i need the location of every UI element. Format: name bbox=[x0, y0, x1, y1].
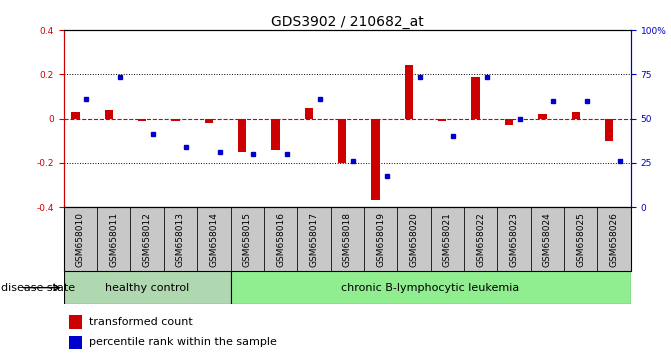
Bar bbox=[231, 271, 631, 304]
Text: GSM658026: GSM658026 bbox=[609, 212, 619, 267]
Bar bbox=[264, 207, 297, 271]
Bar bbox=[69, 315, 82, 329]
Text: GSM658011: GSM658011 bbox=[109, 212, 118, 267]
Bar bbox=[572, 112, 580, 119]
Text: GSM658017: GSM658017 bbox=[309, 212, 319, 267]
Bar bbox=[405, 65, 413, 119]
Bar bbox=[130, 207, 164, 271]
Text: GSM658013: GSM658013 bbox=[176, 212, 185, 267]
Bar bbox=[271, 119, 280, 149]
Bar bbox=[64, 207, 97, 271]
Text: GSM658012: GSM658012 bbox=[143, 212, 152, 267]
Bar bbox=[171, 119, 180, 121]
Bar bbox=[97, 207, 130, 271]
Bar bbox=[464, 207, 497, 271]
Bar bbox=[531, 207, 564, 271]
Bar bbox=[505, 119, 513, 125]
Text: GSM658024: GSM658024 bbox=[543, 212, 552, 267]
Bar bbox=[138, 119, 146, 121]
Bar bbox=[397, 207, 431, 271]
Bar bbox=[538, 114, 546, 119]
Bar bbox=[364, 207, 397, 271]
Bar bbox=[438, 119, 446, 121]
Bar bbox=[338, 119, 346, 163]
Bar bbox=[597, 207, 631, 271]
Bar bbox=[297, 207, 331, 271]
Text: GSM658016: GSM658016 bbox=[276, 212, 285, 267]
Bar bbox=[64, 271, 231, 304]
Text: GSM658022: GSM658022 bbox=[476, 212, 485, 267]
Title: GDS3902 / 210682_at: GDS3902 / 210682_at bbox=[271, 15, 423, 29]
Bar bbox=[238, 119, 246, 152]
Bar bbox=[105, 110, 113, 119]
Bar bbox=[69, 336, 82, 349]
Text: GSM658014: GSM658014 bbox=[209, 212, 218, 267]
Text: GSM658020: GSM658020 bbox=[409, 212, 419, 267]
Text: GSM658018: GSM658018 bbox=[343, 212, 352, 267]
Text: GSM658019: GSM658019 bbox=[376, 212, 385, 267]
Text: GSM658010: GSM658010 bbox=[76, 212, 85, 267]
Bar bbox=[331, 207, 364, 271]
Text: chronic B-lymphocytic leukemia: chronic B-lymphocytic leukemia bbox=[342, 282, 520, 293]
Bar bbox=[231, 207, 264, 271]
Bar bbox=[71, 112, 80, 119]
Bar bbox=[431, 207, 464, 271]
Bar bbox=[564, 207, 597, 271]
Bar bbox=[497, 207, 531, 271]
Bar bbox=[372, 119, 380, 200]
Text: percentile rank within the sample: percentile rank within the sample bbox=[89, 337, 277, 348]
Bar bbox=[205, 119, 213, 123]
Text: disease state: disease state bbox=[1, 283, 74, 293]
Text: GSM658015: GSM658015 bbox=[243, 212, 252, 267]
Text: GSM658021: GSM658021 bbox=[443, 212, 452, 267]
Bar bbox=[197, 207, 231, 271]
Bar bbox=[472, 76, 480, 119]
Bar bbox=[164, 207, 197, 271]
Bar bbox=[605, 119, 613, 141]
Text: transformed count: transformed count bbox=[89, 317, 193, 327]
Text: healthy control: healthy control bbox=[105, 282, 189, 293]
Text: GSM658025: GSM658025 bbox=[576, 212, 585, 267]
Bar bbox=[305, 108, 313, 119]
Text: GSM658023: GSM658023 bbox=[509, 212, 519, 267]
